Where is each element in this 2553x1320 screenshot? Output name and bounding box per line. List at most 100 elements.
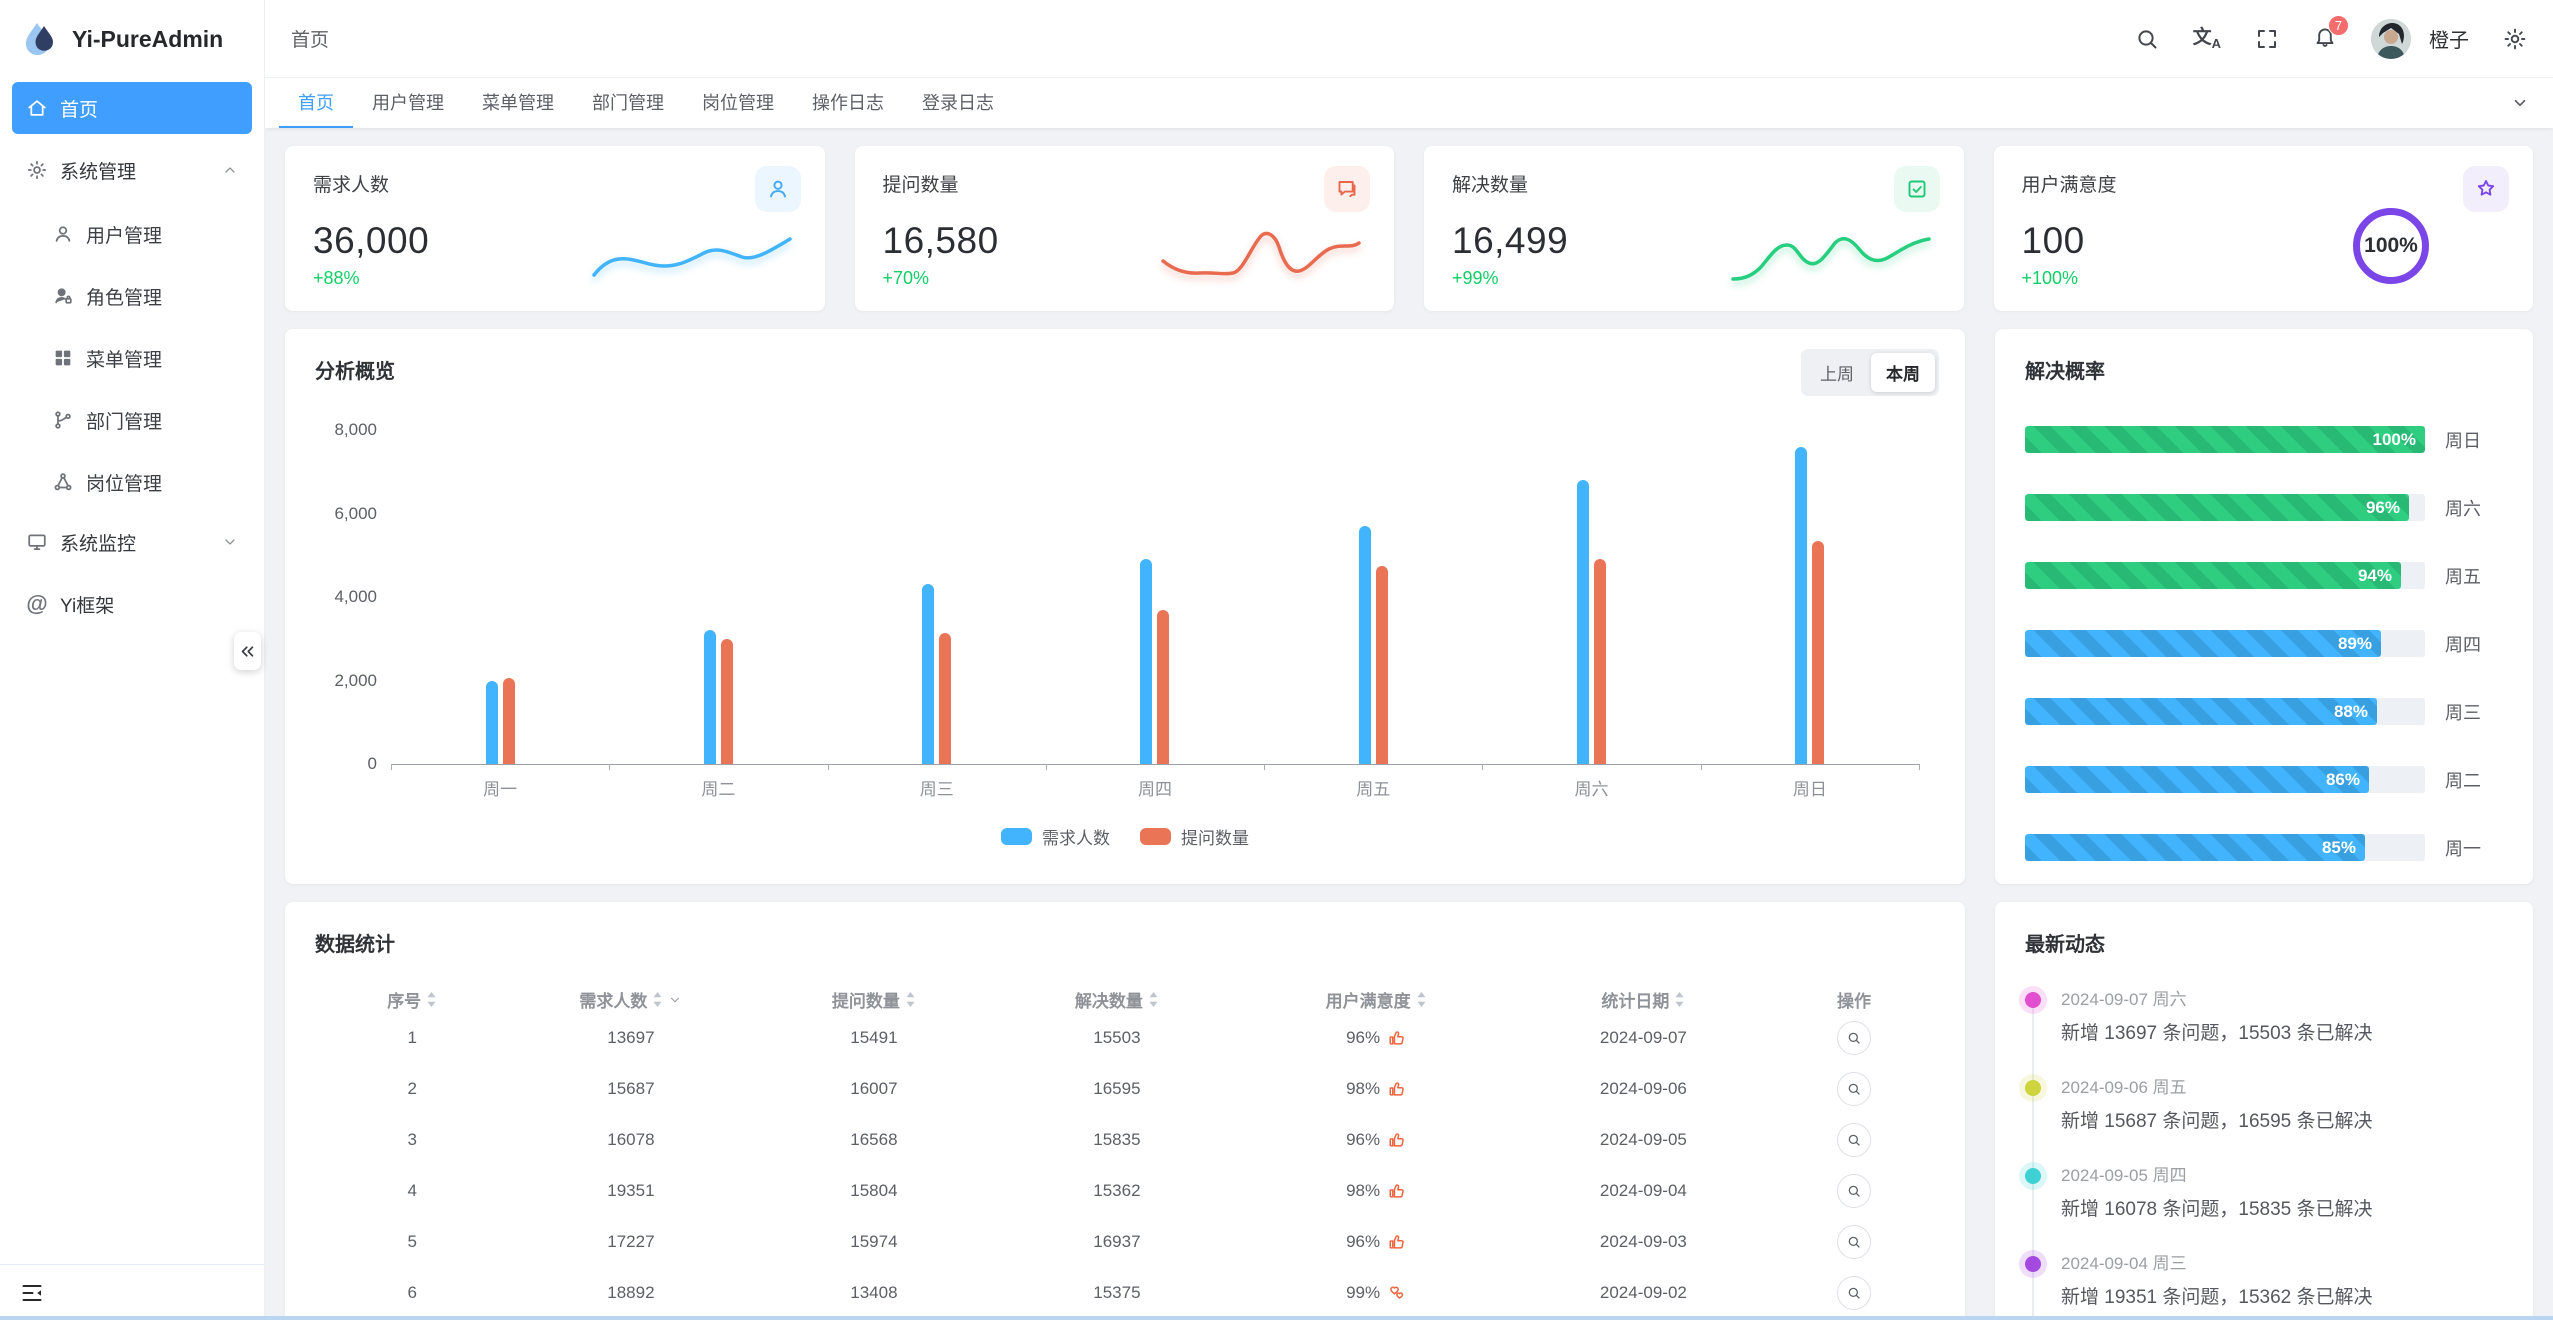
column-header-3[interactable]: 解决数量: [995, 987, 1238, 1012]
legend-item-提问数量[interactable]: 提问数量: [1140, 824, 1249, 849]
column-label: 用户满意度: [1325, 992, 1411, 1011]
view-detail-button[interactable]: [1836, 1224, 1871, 1259]
stat-icon-box: [754, 166, 801, 212]
sidebar-item-1-0[interactable]: 用户管理: [12, 206, 252, 262]
toggle-option-0[interactable]: 上周: [1820, 365, 1854, 384]
column-header-4[interactable]: 用户满意度: [1238, 987, 1513, 1012]
magnifier-icon: [1846, 1081, 1862, 1097]
legend-swatch: [1001, 828, 1032, 845]
bar-提问数量: [939, 632, 952, 764]
progress-track: 96%: [2025, 494, 2425, 521]
stat-cards-row: 需求人数 36,000 +88% 提问数量 16,580 +70% 解决数量 16,499 +9…: [285, 146, 2533, 311]
column-header-2[interactable]: 提问数量: [752, 987, 995, 1012]
bar-group-周四: [1046, 430, 1264, 764]
chevron-down-icon: [2511, 94, 2529, 112]
thumb-up-icon: [1387, 1028, 1406, 1047]
tab-4[interactable]: 岗位管理: [702, 93, 774, 113]
chevron-down-icon: [668, 993, 682, 1007]
logo-drop-icon: [20, 19, 60, 59]
x-axis-tick: [1700, 764, 1702, 770]
legend-label: 提问数量: [1181, 829, 1249, 848]
menu-fold-icon[interactable]: [20, 1281, 44, 1305]
stat-icon-box: [1893, 166, 1940, 212]
settings-gear-icon[interactable]: [2503, 27, 2527, 51]
bell-icon: [2313, 24, 2337, 48]
legend-item-需求人数[interactable]: 需求人数: [1001, 824, 1110, 849]
table-cell: 2024-09-06: [1599, 1078, 1687, 1098]
x-axis-label: 周日: [1792, 780, 1827, 799]
y-axis-tick-label: 4,000: [334, 587, 377, 606]
sidebar-item-1-3[interactable]: 部门管理: [12, 392, 252, 448]
view-detail-button[interactable]: [1836, 1173, 1871, 1208]
table-cell: 6: [407, 1282, 417, 1302]
progress-fill: 94%: [2025, 562, 2401, 589]
timeline-item-1: 2024-09-06 周五 新增 15687 条问题，16595 条已解决: [2025, 1073, 2503, 1133]
table-cell: 15974: [850, 1231, 898, 1251]
stat-delta: +100%: [2021, 268, 2079, 288]
progress-track: 86%: [2025, 766, 2425, 793]
stat-value: 100: [2021, 220, 2085, 261]
notifications-button[interactable]: 7: [2313, 15, 2349, 53]
page-content: 需求人数 36,000 +88% 提问数量 16,580 +70% 解决数量 16,499 +9…: [265, 128, 2553, 1320]
tab-2[interactable]: 菜单管理: [482, 93, 554, 113]
satisfaction-value: 99%: [1346, 1282, 1381, 1302]
sidebar-item-1-4[interactable]: 岗位管理: [12, 454, 252, 510]
column-header-5[interactable]: 统计日期: [1514, 987, 1773, 1012]
solve-row-周三: 88% 周三: [2025, 698, 2503, 725]
search-icon[interactable]: [2135, 27, 2159, 51]
column-header-0[interactable]: 序号: [315, 987, 509, 1012]
timeline-item-2: 2024-09-05 周四 新增 16078 条问题，15835 条已解决: [2025, 1161, 2503, 1221]
sidebar-item-1[interactable]: 系统管理: [12, 144, 252, 196]
view-detail-button[interactable]: [1836, 1122, 1871, 1157]
analysis-overview-card: 分析概览 上周 本周 0 2,000 4,000 6,000 8,000 周一 周二 周三 周四…: [285, 329, 1965, 884]
thumb-up-icon: [1387, 1181, 1406, 1200]
latest-activity-card: 最新动态 2024-09-07 周六 新增 13697 条问题，15503 条已解…: [1995, 902, 2533, 1320]
column-label: 解决数量: [1074, 992, 1143, 1011]
bar-chart-legend: 需求人数 提问数量: [315, 824, 1935, 849]
table-cell: 16568: [850, 1129, 898, 1149]
toggle-option-1[interactable]: 本周: [1871, 353, 1935, 392]
sidebar-item-3[interactable]: @ Yi框架: [12, 578, 252, 630]
horizontal-scrollbar[interactable]: [0, 1316, 2553, 1320]
tab-0[interactable]: 首页: [279, 78, 353, 128]
progress-value: 86%: [2325, 769, 2360, 789]
timeline-dot: [2025, 1168, 2041, 1184]
stat-label: 需求人数: [313, 175, 390, 196]
view-detail-button[interactable]: [1836, 1020, 1871, 1055]
sidebar-item-0[interactable]: 首页: [12, 82, 252, 134]
table-cell: 2: [407, 1078, 417, 1098]
tab-options-button[interactable]: [2501, 78, 2539, 128]
column-header-1[interactable]: 需求人数: [509, 987, 752, 1012]
table-row-1: 1 13697 15491 15503 96% 2024-09-07: [315, 1012, 1935, 1063]
table-cell: 18892: [607, 1282, 655, 1302]
sidebar-collapse-button[interactable]: [234, 632, 261, 670]
sidebar-item-2[interactable]: 系统监控: [12, 516, 252, 568]
bar-需求人数: [703, 630, 716, 764]
sparkline: [1156, 227, 1366, 293]
timeline-text: 新增 13697 条问题，15503 条已解决: [2061, 1023, 2373, 1044]
x-axis-tick: [1264, 764, 1266, 770]
solve-row-周日: 100% 周日: [2025, 426, 2503, 453]
tab-6[interactable]: 登录日志: [922, 93, 994, 113]
post-icon: [52, 471, 74, 493]
user-name[interactable]: 橙子: [2429, 30, 2469, 52]
translate-icon[interactable]: 文A: [2192, 26, 2221, 51]
sidebar-item-1-1[interactable]: 角色管理: [12, 268, 252, 324]
fullscreen-icon[interactable]: [2255, 27, 2279, 51]
avatar[interactable]: [2371, 18, 2411, 59]
tab-3[interactable]: 部门管理: [592, 93, 664, 113]
thumb-up-icon: [1387, 1232, 1406, 1251]
day-label: 周四: [2445, 634, 2481, 655]
table-cell: 2024-09-02: [1599, 1282, 1687, 1302]
view-detail-button[interactable]: [1836, 1275, 1871, 1310]
tab-5[interactable]: 操作日志: [812, 93, 884, 113]
sort-carets-icon: [426, 991, 437, 1008]
sidebar-item-label: 岗位管理: [86, 473, 163, 495]
sidebar-item-1-2[interactable]: 菜单管理: [12, 330, 252, 386]
tab-1[interactable]: 用户管理: [372, 93, 444, 113]
logo[interactable]: Yi-PureAdmin: [0, 0, 264, 78]
sparkline: [587, 227, 797, 293]
day-label: 周六: [2445, 498, 2481, 519]
sidebar-menu: 首页系统管理用户管理角色管理菜单管理部门管理岗位管理系统监控 @ Yi框架: [0, 78, 264, 1264]
view-detail-button[interactable]: [1836, 1071, 1871, 1106]
